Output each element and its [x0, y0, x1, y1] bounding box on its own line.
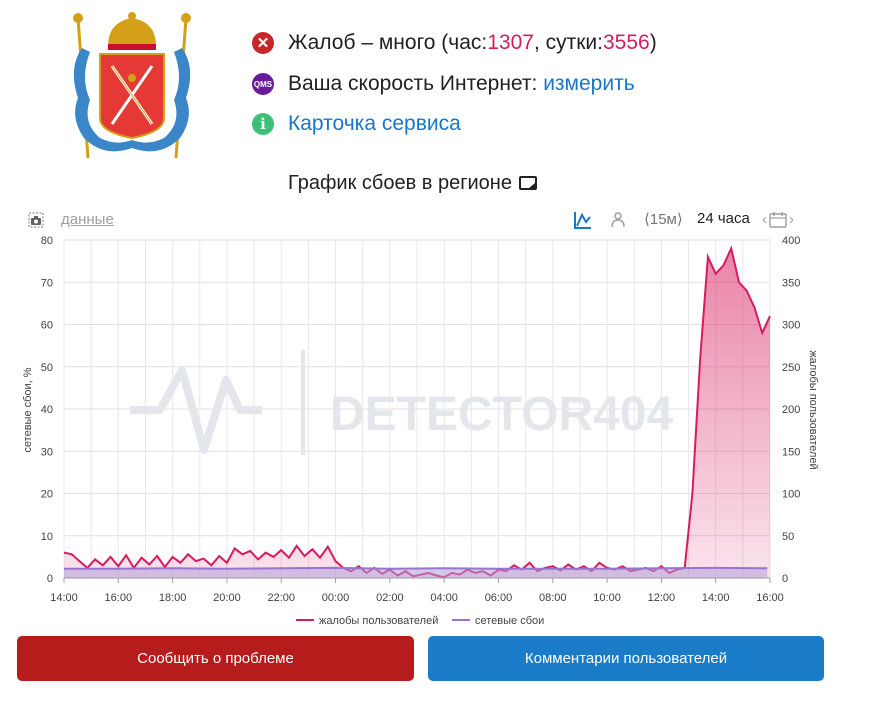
y-right-tick-label: 300	[782, 320, 800, 332]
chart-title-text: График сбоев в регионе	[288, 172, 512, 194]
complaints-suffix: )	[649, 31, 657, 54]
x-tick-label: 16:00	[756, 592, 784, 604]
info-icon: i	[252, 113, 274, 135]
coat-of-arms-logo	[73, 12, 191, 159]
chevron-left-icon[interactable]: ‹	[762, 211, 767, 228]
chart-title: График сбоев в регионе	[288, 172, 538, 195]
y-left-axis-label: сетевые сбои, %	[22, 367, 34, 452]
data-link[interactable]: данные	[61, 211, 114, 228]
camera-icon[interactable]	[28, 212, 44, 228]
user-comments-button[interactable]: Комментарии пользователей	[428, 636, 824, 681]
x-tick-label: 12:00	[648, 592, 676, 604]
range-24h-button[interactable]: 24 часа	[697, 210, 750, 227]
y-left-tick-label: 40	[41, 404, 53, 416]
y-left-tick-label: 50	[41, 362, 53, 374]
y-right-axis-label: жалобы пользователей	[807, 350, 819, 469]
x-tick-label: 20:00	[213, 592, 241, 604]
x-tick-label: 10:00	[593, 592, 621, 604]
error-icon: ✕	[252, 32, 274, 54]
network-failures-line	[64, 566, 768, 570]
y-right-tick-label: 350	[782, 277, 800, 289]
x-tick-label: 04:00	[430, 592, 458, 604]
complaints-day-value: 3556	[603, 31, 650, 54]
x-tick-label: 14:00	[702, 592, 730, 604]
x-tick-label: 16:00	[105, 592, 133, 604]
chevron-right-icon[interactable]: ›	[789, 211, 794, 228]
x-tick-label: 02:00	[376, 592, 404, 604]
qms-icon: QMS	[252, 73, 274, 95]
y-left-tick-label: 80	[41, 235, 53, 247]
series-layer	[63, 245, 771, 579]
x-tick-label: 18:00	[159, 592, 187, 604]
y-right-tick-label: 0	[782, 573, 788, 585]
speed-label: Ваша скорость Интернет:	[288, 72, 544, 95]
complaints-area	[64, 248, 770, 578]
report-problem-button[interactable]: Сообщить о проблеме	[17, 636, 414, 681]
range-15m-button[interactable]: ⟨15м⟩	[644, 211, 683, 228]
y-right-tick-label: 100	[782, 489, 800, 501]
outage-chart: DETECTOR404 0 0 10 50 20 100 30 150 40 200 50 250 60…	[22, 235, 819, 627]
x-tick-label: 00:00	[322, 592, 350, 604]
y-left-tick-label: 0	[47, 573, 53, 585]
monitor-icon[interactable]	[518, 175, 538, 193]
chart-legend: жалобы пользователей сетевые сбои	[296, 615, 544, 627]
y-right-tick-label: 200	[782, 404, 800, 416]
x-tick-label: 06:00	[485, 592, 513, 604]
complaints-middle: , сутки:	[533, 31, 603, 54]
axes-layer: 0 0 10 50 20 100 30 150 40 200 50 250 60 300 70 350 80 40…	[41, 235, 801, 604]
x-tick-label: 08:00	[539, 592, 567, 604]
legend-label: жалобы пользователей	[319, 615, 438, 627]
watermark-text: DETECTOR404	[330, 388, 674, 441]
network-failures-area	[64, 567, 768, 578]
y-right-tick-label: 400	[782, 235, 800, 247]
complaints-status: ✕ Жалоб – много (час: 1307, сутки: 3556)	[252, 31, 657, 55]
y-left-tick-label: 70	[41, 277, 53, 289]
legend-label: сетевые сбои	[475, 615, 544, 627]
measure-speed-link[interactable]: измерить	[543, 72, 635, 95]
complaints-prefix: Жалоб – много (час:	[288, 31, 488, 54]
y-left-tick-label: 10	[41, 531, 53, 543]
watermark: DETECTOR404	[130, 350, 674, 455]
speed-status: QMS Ваша скорость Интернет: измерить	[252, 72, 635, 96]
y-right-tick-label: 250	[782, 362, 800, 374]
y-left-tick-label: 20	[41, 489, 53, 501]
calendar-nav: ‹ ›	[762, 211, 794, 228]
area-chart-icon[interactable]	[573, 210, 593, 230]
person-icon[interactable]	[611, 212, 625, 228]
y-right-tick-label: 150	[782, 446, 800, 458]
complaints-hour-value: 1307	[487, 31, 534, 54]
calendar-icon[interactable]	[769, 211, 787, 228]
y-left-tick-label: 60	[41, 320, 53, 332]
service-card-row: i Карточка сервиса	[252, 112, 461, 136]
service-card-link[interactable]: Карточка сервиса	[288, 112, 461, 135]
y-right-tick-label: 50	[782, 531, 794, 543]
x-tick-label: 14:00	[50, 592, 78, 604]
x-tick-label: 22:00	[267, 592, 295, 604]
y-left-tick-label: 30	[41, 446, 53, 458]
